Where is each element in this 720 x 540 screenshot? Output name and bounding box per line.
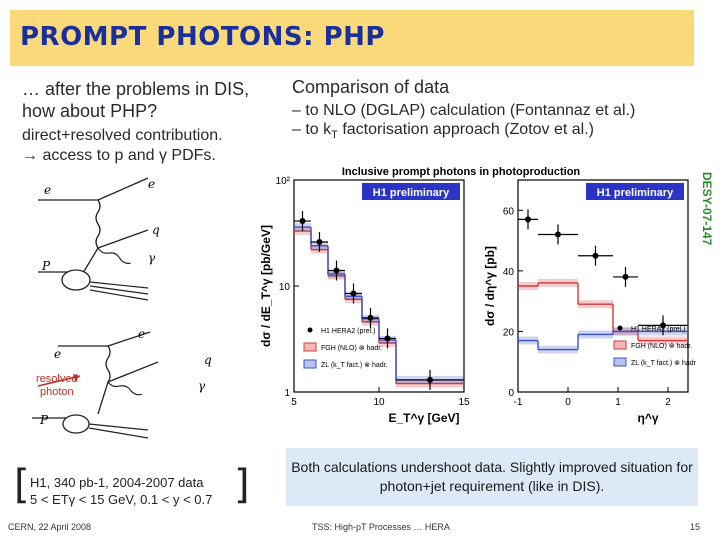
panel-1-ytick-label: 60 (503, 206, 515, 217)
panel-1-badge: H1 preliminary (597, 187, 674, 199)
panel-0-data-point-5 (384, 335, 391, 342)
panel-1-ylabel: dσ / dη^γ [pb] (483, 246, 497, 326)
panel-1-xlabel: η^γ (637, 411, 658, 425)
direct-e-out-label: e (148, 177, 155, 191)
footer-page-number: 15 (690, 522, 701, 532)
panel-1-data-point-4 (660, 322, 666, 329)
footer-date: CERN, 22 April 2008 (8, 522, 92, 532)
panel-0-ylabel: dσ / dE_T^γ [pb/GeV] (259, 225, 273, 347)
panel-0-ytick-label: 10² (276, 176, 291, 187)
panel-0-data-point-4 (367, 314, 374, 321)
direct-gamma-label: γ (148, 251, 156, 265)
panel-1-data-point-3 (622, 273, 629, 280)
resolved-gamma-label: γ (198, 379, 206, 393)
panel-1-ytick-label: 20 (503, 327, 515, 338)
panel-0-data-point-3 (350, 290, 357, 297)
resolved-photon-diagram: e e q γ P resolved photon (32, 327, 212, 439)
pdf-access-text: → access to p and γ PDFs. (22, 147, 216, 164)
panel-0-data-point-6 (427, 376, 433, 383)
panel-0-xtick-label: 5 (291, 397, 297, 408)
panel-0-data-point-2 (333, 267, 340, 274)
panel-1-ytick-label: 0 (508, 388, 514, 399)
direct-q-label: q (152, 223, 160, 237)
desy-label: DESY-07-147 (700, 172, 714, 246)
panel-1-legend-marker-0 (617, 325, 623, 331)
panel-0-legend-marker-1 (303, 342, 317, 352)
comparison-header: Comparison of data (292, 77, 450, 97)
intro-text: … after the problems in DIS, how about P… (22, 79, 250, 121)
direct-e-in-label: e (44, 183, 51, 197)
panel-0-badge: H1 preliminary (373, 187, 450, 199)
panel-0-xlabel: E_T^γ [GeV] (388, 411, 459, 425)
resolved-p-label: P (39, 413, 49, 427)
resolved-q-label: q (204, 353, 212, 367)
footer-event: TSS: High-pT Processes … HERA (312, 522, 450, 532)
resolved-label-line1: resolved (36, 373, 78, 385)
panel-1-xtick-label: -1 (514, 397, 523, 408)
panel-0-badge-bg (362, 183, 460, 200)
panel-1-data-point-1 (555, 231, 561, 238)
panel-1-legend-marker-2 (613, 357, 627, 367)
comparison-line-nlo: – to NLO (DGLAP) calculation (Fontannaz … (292, 102, 636, 119)
panel-1-badge-bg (586, 183, 684, 200)
panel-0-ytick-label: 1 (284, 388, 290, 399)
contribution-text: direct+resolved contribution. (22, 127, 223, 144)
chart-header: Inclusive prompt photons in photoproduct… (342, 166, 581, 178)
title-bar (10, 10, 694, 66)
dataset-lumi: H1, 340 pb-1, 2004-2007 data (30, 475, 204, 490)
panel-0-data-point-0 (299, 218, 306, 225)
panel-1-legend-label-0: H1 HERA2 (prel.) (631, 326, 685, 333)
panel-0-xtick-label: 10 (373, 397, 385, 408)
panel-1-xtick-label: 1 (615, 397, 621, 408)
direct-photon-diagram: e e q γ P (38, 177, 160, 301)
dataset-info: H1, 340 pb-1, 2004-2007 data 5 < ETγ < 1… (30, 474, 212, 508)
panel-0-legend-label-2: ZL (k_T fact.) ⊗ hadr. (321, 362, 388, 369)
panel-1-legend-label-1: FGH (NLO) ⊗ hadr. (631, 343, 692, 350)
panel-0-legend-label-0: H1 HERA2 (prel.) (321, 328, 375, 335)
slide-title: PROMPT PHOTONS: PHP (20, 22, 385, 52)
panel-0-legend-marker-0 (307, 327, 313, 333)
panel-1-xtick-label: 0 (565, 397, 571, 408)
panel-1-legend-label-2: ZL (k_T fact.) ⊗ hadr. (631, 360, 696, 367)
resolved-label-line2: photon (40, 386, 74, 398)
panel-0-legend-label-1: FGH (NLO) ⊗ hadr. (321, 345, 382, 352)
dataset-cuts: 5 < ETγ < 15 GeV, 0.1 < y < 0.7 (30, 492, 213, 507)
panel-1-data-point-0 (525, 216, 531, 223)
panel-1-ytick-label: 40 (503, 267, 515, 278)
panel-0-legend-marker-2 (303, 359, 317, 369)
panel-0-ytick-label: 10 (279, 282, 291, 293)
panel-1-data-point-2 (592, 252, 599, 259)
resolved-e-out-label: e (138, 327, 145, 341)
direct-p-label: P (41, 259, 51, 273)
panel-1-xtick-label: 2 (665, 397, 671, 408)
prompt-photon-figure: Inclusive prompt photons in photoproduct… (256, 160, 696, 440)
bracket-right: ] (234, 462, 250, 508)
bracket-left: [ (14, 462, 30, 508)
comparison-line-kt: – to kT factorisation approach (Zotov et… (292, 121, 594, 142)
comparison-block: Comparison of data – to NLO (DGLAP) calc… (292, 78, 635, 145)
resolved-e-in-label: e (54, 347, 61, 361)
panel-0-xtick-label: 15 (458, 397, 470, 408)
panel-0-data-point-1 (316, 239, 323, 246)
conclusion-callout: Both calculations undershoot data. Sligh… (286, 448, 698, 506)
panel-1-legend-marker-1 (613, 340, 627, 350)
